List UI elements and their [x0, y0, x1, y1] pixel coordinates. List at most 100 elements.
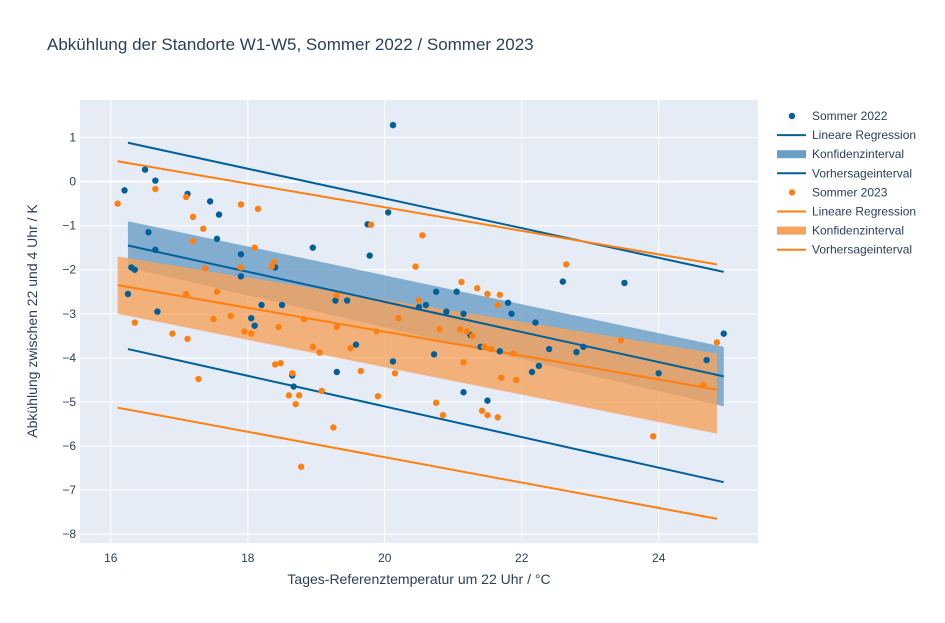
data-point-0 — [389, 121, 397, 129]
legend-item[interactable]: Lineare Regression — [777, 205, 916, 219]
chart-title: Abkühlung der Standorte W1-W5, Sommer 20… — [47, 35, 534, 54]
data-point-0 — [504, 299, 512, 306]
data-point-0 — [484, 397, 491, 404]
data-point-1 — [469, 332, 476, 340]
data-point-1 — [241, 328, 248, 335]
data-point-1 — [184, 335, 191, 343]
data-point-0 — [422, 301, 430, 309]
data-point-1 — [309, 343, 317, 351]
data-point-0 — [248, 314, 255, 322]
y-axis-ticks: −8 −7 −6 −5 −4 −3 −2 −1 0 1 — [62, 130, 76, 541]
prediction-upper-line-0 — [127, 141, 724, 273]
legend-label: Konfidenzinterval — [812, 224, 904, 238]
legend-label: Sommer 2023 — [812, 185, 888, 199]
data-point-1 — [513, 376, 520, 384]
legend-item[interactable]: Konfidenzinterval — [777, 224, 904, 238]
data-point-1 — [169, 330, 176, 337]
data-point-1 — [248, 330, 255, 337]
data-point-0 — [528, 368, 536, 376]
y-tick-label: −5 — [62, 395, 76, 409]
data-point-1 — [237, 201, 245, 208]
data-point-0 — [258, 301, 265, 309]
regression-line-1 — [117, 284, 718, 391]
data-point-1 — [395, 314, 402, 322]
data-point-0 — [384, 209, 392, 216]
x-tick-label: 20 — [378, 551, 392, 565]
data-point-0 — [703, 356, 710, 364]
data-point-1 — [318, 387, 325, 395]
data-point-0 — [121, 187, 128, 194]
data-point-1 — [494, 414, 501, 421]
data-point-0 — [332, 297, 339, 304]
x-axis-ticks: 16 18 20 22 24 — [104, 551, 666, 565]
data-point-1 — [152, 185, 159, 193]
data-point-1 — [285, 392, 293, 399]
data-point-0 — [573, 348, 580, 356]
data-point-1 — [300, 315, 308, 323]
legend-item[interactable]: Sommer 2023 — [788, 185, 888, 199]
data-point-0 — [131, 266, 138, 273]
data-point-0 — [124, 290, 132, 298]
data-point-1 — [463, 328, 471, 335]
data-point-1 — [195, 375, 202, 383]
legend-item[interactable]: Vorhersageinterval — [777, 166, 912, 180]
data-point-0 — [545, 345, 553, 353]
data-point-1 — [295, 392, 303, 399]
x-axis-label: Tages-Referenztemperatur um 22 Uhr / °C — [287, 571, 550, 587]
data-point-1 — [456, 326, 464, 333]
data-point-0 — [237, 251, 245, 258]
y-tick-label: −4 — [62, 351, 76, 365]
data-point-1 — [478, 407, 486, 414]
y-tick-label: −2 — [62, 263, 76, 277]
data-point-0 — [453, 288, 460, 295]
data-point-0 — [290, 383, 297, 390]
data-point-1 — [189, 237, 197, 245]
data-point-0 — [508, 310, 515, 317]
data-point-1 — [357, 367, 364, 375]
data-point-0 — [206, 198, 214, 205]
data-point-1 — [114, 200, 121, 207]
data-point-1 — [374, 393, 382, 400]
x-tick-label: 18 — [241, 551, 255, 565]
data-point-1 — [367, 221, 375, 228]
data-point-1 — [131, 319, 138, 326]
y-axis-label: Abkühlung zwischen 22 und 4 Uhr / K — [24, 204, 40, 438]
data-point-1 — [330, 424, 337, 431]
data-point-1 — [182, 193, 190, 201]
data-point-0 — [251, 322, 258, 329]
regression-line-0 — [127, 244, 724, 378]
data-point-0 — [430, 351, 438, 358]
data-point-1 — [510, 350, 517, 357]
data-points — [114, 121, 727, 470]
legend-marker — [788, 112, 796, 120]
prediction-upper-line-1 — [117, 160, 718, 266]
legend-band — [777, 150, 806, 159]
data-point-1 — [347, 344, 354, 352]
data-point-1 — [373, 328, 380, 335]
legend-item[interactable]: Sommer 2022 — [788, 109, 888, 123]
y-tick-label: −3 — [62, 307, 76, 321]
legend-item[interactable]: Lineare Regression — [777, 128, 916, 142]
legend-label: Konfidenzinterval — [812, 147, 904, 161]
legend-item[interactable]: Konfidenzinterval — [777, 147, 904, 161]
data-point-0 — [460, 310, 467, 317]
prediction-lower-line-0 — [127, 348, 724, 484]
data-point-0 — [333, 368, 341, 376]
data-point-1 — [415, 297, 423, 304]
legend-item[interactable]: Vorhersageinterval — [777, 243, 912, 257]
data-point-1 — [494, 301, 501, 309]
data-point-0 — [154, 308, 161, 315]
data-point-1 — [439, 411, 447, 419]
data-point-0 — [559, 278, 567, 285]
data-point-1 — [480, 343, 488, 351]
legend[interactable]: Sommer 2022 Lineare Regression Konfidenzin… — [777, 109, 916, 257]
data-point-1 — [202, 265, 209, 272]
data-point-0 — [415, 303, 423, 311]
data-point-1 — [563, 261, 570, 268]
data-point-1 — [227, 312, 234, 320]
data-point-1 — [460, 359, 467, 366]
y-tick-label: −6 — [62, 439, 76, 453]
data-point-0 — [152, 246, 159, 254]
data-point-0 — [352, 341, 360, 348]
